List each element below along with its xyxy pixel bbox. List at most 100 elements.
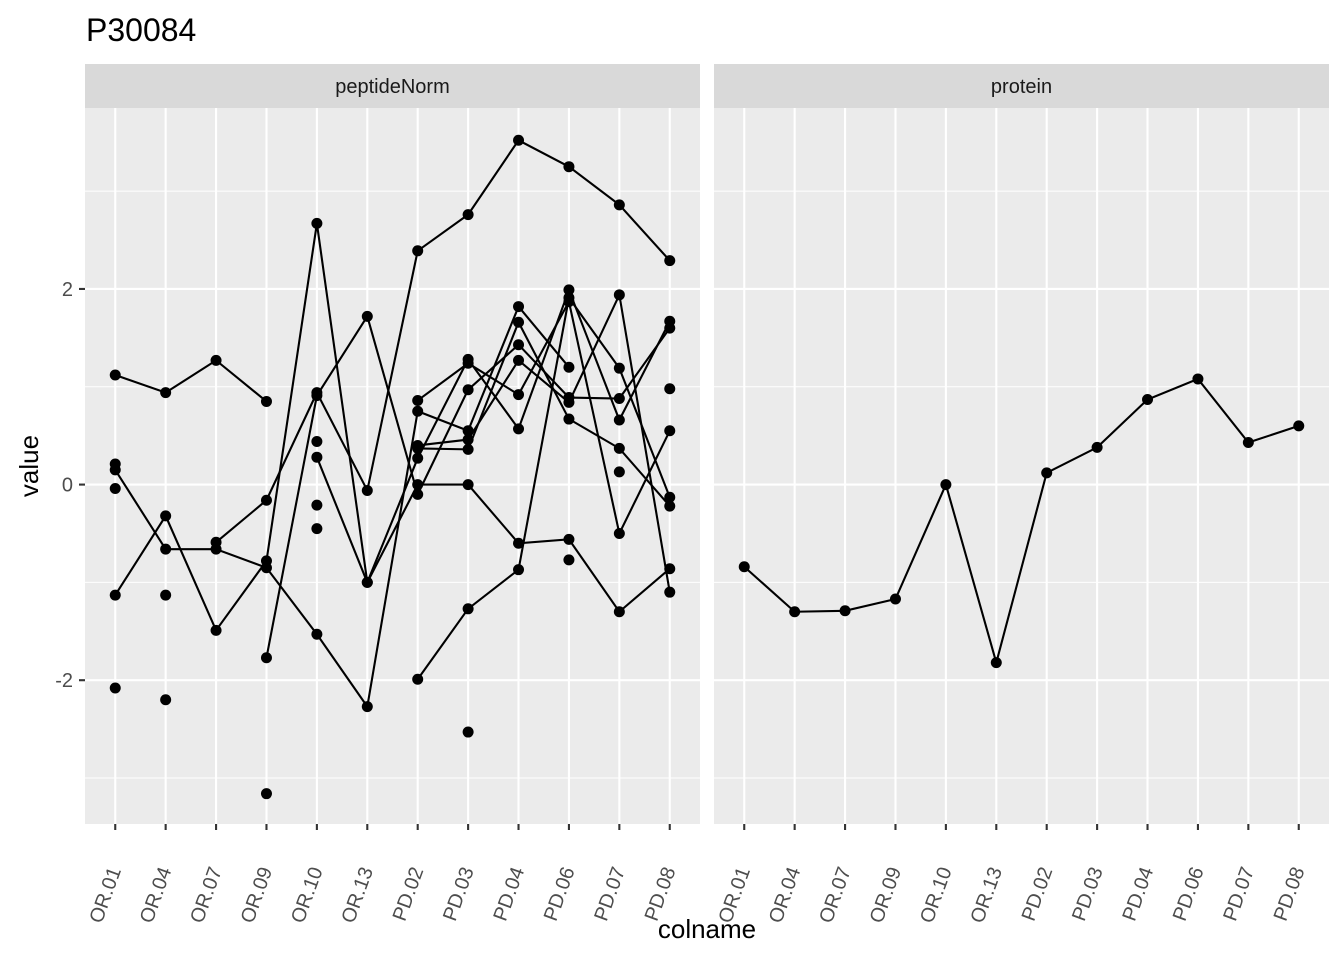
data-point [940,479,952,491]
y-tick-label: 2 [62,279,73,301]
series-line [743,377,1300,667]
data-point [361,484,373,496]
strip-label-protein: protein [991,76,1052,98]
x-tick-label: OR.07 [815,864,855,926]
data-point [513,389,525,401]
data-point [361,576,373,588]
panel-protein: protein OR.01 OR.04 OR.07 OR.09 OR.10 OR.13 PD… [714,64,1329,926]
data-point [613,466,625,478]
data-point [160,510,172,522]
data-point [109,458,121,470]
x-tick-label: OR.13 [967,864,1007,926]
data-point [311,523,323,535]
x-tick-label: OR.10 [287,864,327,926]
data-point [513,423,525,435]
data-point [664,383,676,395]
series-line [114,223,671,633]
data-point [210,536,222,548]
data-point [361,701,373,713]
y-tick-label: 0 [62,475,73,497]
x-tick-label: PD.04 [1119,864,1159,924]
data-point [563,296,575,308]
data-point [462,357,474,369]
data-point [513,564,525,576]
data-point [160,694,172,706]
data-point [311,217,323,229]
data-point [260,555,272,567]
series-line [315,286,671,586]
series-line [417,291,671,593]
data-point [513,316,525,328]
chart-title: P30084 [86,12,196,48]
x-tick-label: OR.09 [866,864,906,926]
data-point [210,354,222,366]
strip-peptideNorm [85,64,700,108]
data-point [260,395,272,407]
data-point [613,199,625,211]
x-tick-label: OR.09 [237,864,277,926]
series-line [114,304,570,710]
data-point [109,369,121,381]
y-tick-label: -2 [55,670,73,692]
x-tick-label: PD.06 [1169,864,1209,924]
data-point [563,533,575,545]
x-tick-label: PD.02 [1018,864,1058,924]
data-point [563,396,575,408]
x-tick-label: PD.07 [1219,864,1259,924]
data-point [513,301,525,313]
data-point [311,499,323,511]
data-point [361,310,373,322]
x-tick-label: PD.03 [439,864,479,924]
data-point [1091,441,1103,453]
data-point [839,605,851,617]
data-point [1293,420,1305,432]
data-point [513,134,525,146]
x-tick-label: PD.06 [540,864,580,924]
data-point [160,589,172,601]
data-point [664,425,676,437]
data-point [613,527,625,539]
data-point [889,593,901,605]
data-point [664,255,676,267]
panel-background-protein [714,108,1329,824]
data-point [613,393,625,405]
data-point [462,479,474,491]
data-point [412,488,424,500]
data-point [210,624,222,636]
x-tick-label: PD.02 [389,864,429,924]
series-line [417,298,671,537]
data-point [160,543,172,555]
data-point [664,586,676,598]
data-point [789,606,801,618]
x-tick-label: OR.01 [85,864,125,926]
data-point [412,673,424,685]
data-point [260,494,272,506]
series-line [417,319,671,507]
data-point [462,384,474,396]
data-point [311,390,323,402]
series-line [416,295,671,680]
data-point [563,161,575,173]
x-tick-label: OR.13 [338,864,378,926]
data-point [412,245,424,257]
x-tick-label: PD.04 [490,864,530,924]
data-point [664,491,676,503]
series-line [215,138,671,544]
data-point [462,603,474,615]
x-tick-label: OR.10 [916,864,956,926]
data-point [563,554,575,566]
data-point [613,414,625,426]
data-point [513,339,525,351]
data-point [563,284,575,296]
data-point [412,442,424,454]
data-point [109,589,121,601]
panel-background-peptideNorm [85,108,700,824]
y-axis-title: value [14,435,44,497]
data-point [664,500,676,512]
data-point [311,628,323,640]
data-point [563,361,575,373]
data-point [990,657,1002,669]
data-point [613,362,625,374]
data-point [311,451,323,463]
